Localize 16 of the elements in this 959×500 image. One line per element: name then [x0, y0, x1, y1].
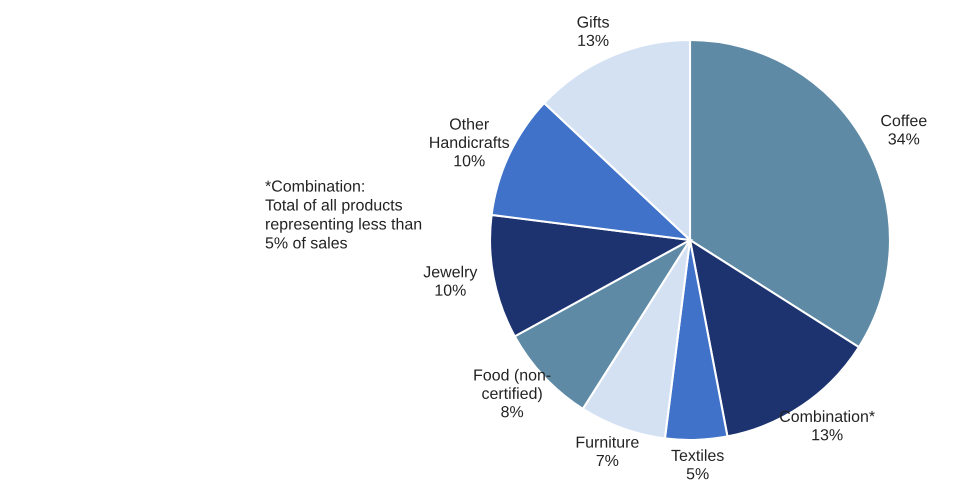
text: *Combination: Total of all products representing less than 5% of sales — [265, 180, 422, 249]
data-label: 5% — [686, 468, 709, 480]
data-label: 13% — [812, 429, 843, 440]
data-label: 10% — [436, 284, 466, 296]
slice-label: Jewelry — [424, 266, 478, 281]
slice-label: Other Handicrafts — [430, 118, 510, 148]
slice-label: Gifts — [577, 16, 609, 28]
slice-label: Textiles — [671, 449, 724, 461]
slice-label: Coffee — [881, 114, 926, 126]
data-label: 13% — [578, 34, 609, 46]
data-label: 10% — [454, 155, 485, 166]
slice-label: Combination* — [780, 410, 875, 422]
data-label: 34% — [888, 133, 920, 145]
data-label: 8% — [501, 406, 524, 418]
slice-label: Furniture — [576, 436, 639, 448]
data-label: 7% — [596, 454, 618, 466]
